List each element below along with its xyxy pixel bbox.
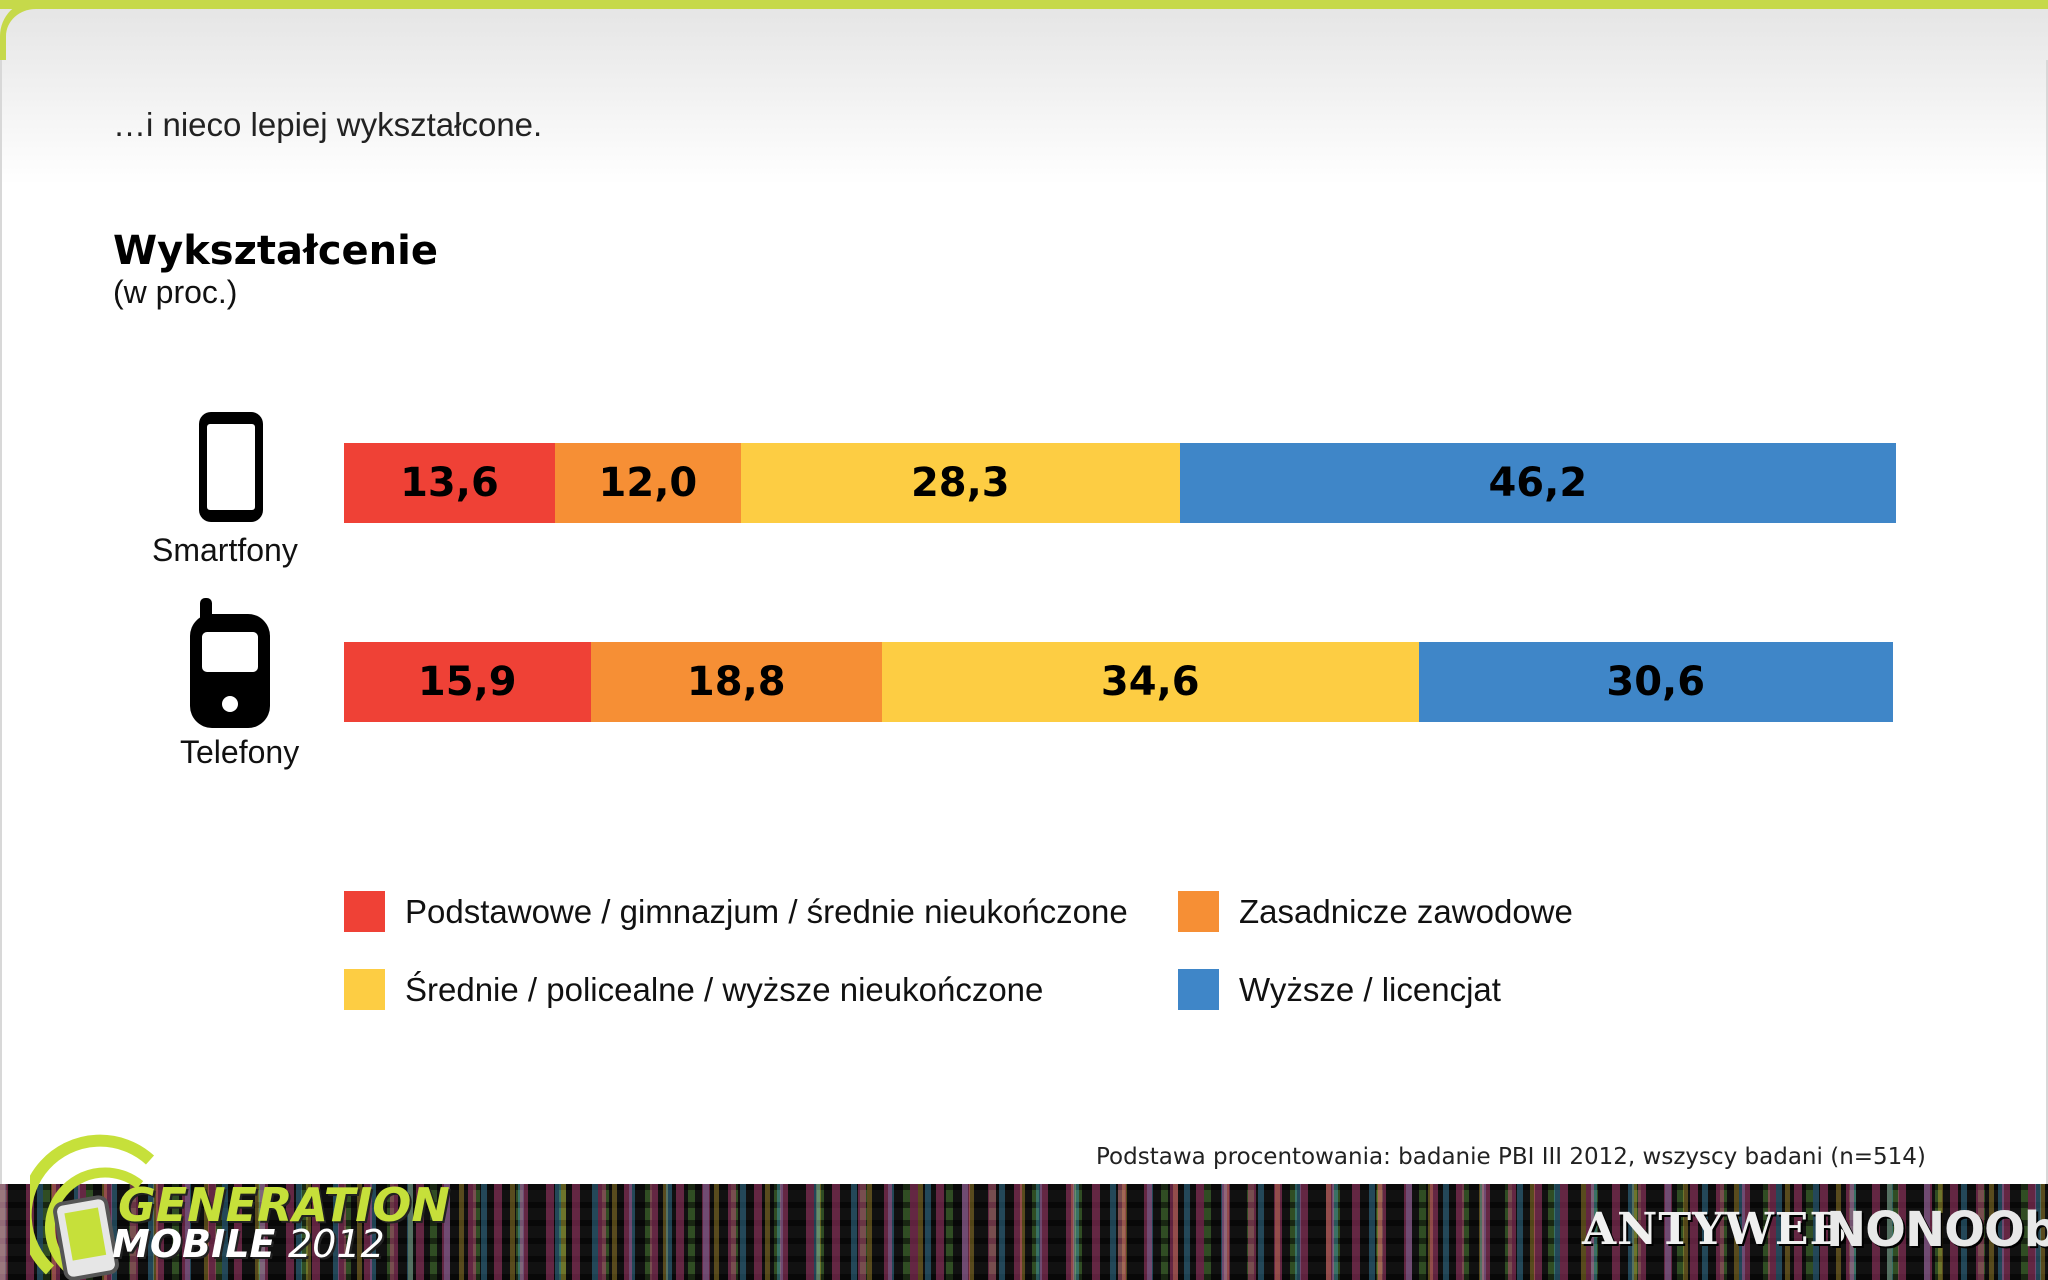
feature-phone-icon xyxy=(190,598,270,728)
bar-segment: 18,8 xyxy=(590,642,883,722)
logo-text-mobile: MOBILE xyxy=(112,1222,276,1266)
bar-segment: 13,6 xyxy=(344,443,555,523)
bar-segment: 28,3 xyxy=(740,443,1180,523)
bar-value-label: 46,2 xyxy=(1488,460,1588,506)
chart-title: Wykształcenie xyxy=(113,228,438,274)
row-label-smartfony: Smartfony xyxy=(152,532,298,568)
logo-text-generation: GENERATION xyxy=(118,1178,450,1232)
bar-value-label: 28,3 xyxy=(910,460,1010,506)
bar-row-smartfony: 13,6 12,0 28,3 46,2 xyxy=(344,443,1896,523)
legend-item-wyzsze: Wyższe / licencjat xyxy=(1178,969,1501,1010)
legend-item-podstawowe: Podstawowe / gimnazjum / średnie nieukoń… xyxy=(344,891,1128,932)
top-accent-corner xyxy=(0,0,36,60)
bar-segment: 12,0 xyxy=(554,443,741,523)
legend-item-zasadnicze: Zasadnicze zawodowe xyxy=(1178,891,1573,932)
bar-segment: 30,6 xyxy=(1418,642,1893,722)
legend-label: Średnie / policealne / wyższe nieukończo… xyxy=(405,970,1044,1008)
smartphone-icon xyxy=(199,412,263,522)
bar-segment: 15,9 xyxy=(344,642,591,722)
legend-swatch xyxy=(344,891,385,932)
legend-label: Wyższe / licencjat xyxy=(1239,970,1501,1008)
top-accent-line xyxy=(0,0,2048,9)
row-label-telefony: Telefony xyxy=(180,734,300,770)
bar-segment: 46,2 xyxy=(1179,443,1896,523)
bar-value-label: 18,8 xyxy=(686,659,786,705)
frame-left-edge xyxy=(0,60,2,1184)
slide-subtitle: …i nieco lepiej wykształcone. xyxy=(113,106,543,143)
bar-value-label: 13,6 xyxy=(400,460,499,506)
bar-value-label: 34,6 xyxy=(1100,659,1200,705)
bar-segment: 34,6 xyxy=(882,642,1419,722)
bar-value-label: 15,9 xyxy=(417,659,517,705)
legend-label: Podstawowe / gimnazjum / średnie nieukoń… xyxy=(405,892,1128,930)
legend-swatch xyxy=(1178,969,1219,1010)
legend-swatch xyxy=(1178,891,1219,932)
bar-row-telefony: 15,9 18,8 34,6 30,6 xyxy=(344,642,1893,722)
sponsor-logo-antyweb: ANTYWEB xyxy=(1582,1204,1848,1255)
header-background xyxy=(0,0,2048,185)
legend-item-srednie: Średnie / policealne / wyższe nieukończo… xyxy=(344,969,1043,1010)
footer-band xyxy=(0,1184,2048,1280)
logo-text-year: 2012 xyxy=(288,1222,385,1266)
sponsor-logo-nonoobs: NONOObS xyxy=(1826,1202,2048,1258)
bar-value-label: 12,0 xyxy=(598,460,698,506)
generation-mobile-logo-icon xyxy=(30,1134,155,1280)
bar-value-label: 30,6 xyxy=(1606,659,1706,705)
chart-unit-label: (w proc.) xyxy=(113,274,238,310)
legend-swatch xyxy=(344,969,385,1010)
frame-right-edge xyxy=(2046,60,2048,1184)
source-footnote: Podstawa procentowania: badanie PBI III … xyxy=(1096,1144,1926,1170)
legend-label: Zasadnicze zawodowe xyxy=(1239,892,1573,930)
